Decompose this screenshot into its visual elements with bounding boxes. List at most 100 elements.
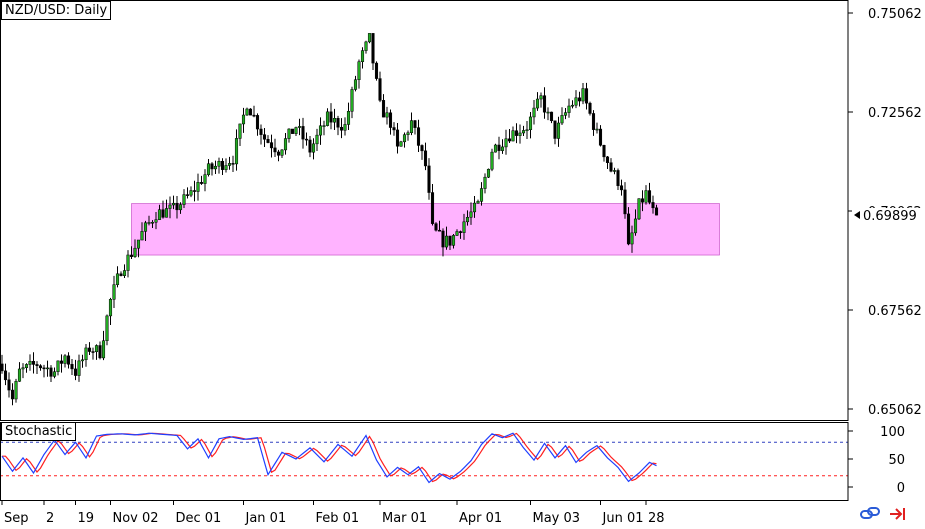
candle-body — [472, 202, 477, 213]
candle-body — [255, 115, 260, 130]
support-zone — [131, 203, 720, 256]
candle-body — [444, 235, 449, 248]
candle-body — [339, 126, 344, 131]
candle-body — [570, 104, 575, 107]
candle-body — [287, 128, 291, 139]
candle-body — [542, 95, 547, 113]
candle-body — [616, 170, 620, 186]
candle-body — [220, 160, 225, 170]
candle-body — [140, 231, 144, 241]
candle-body — [486, 168, 491, 178]
time-axis-label: Jan 01 — [245, 511, 287, 525]
candle-body — [91, 351, 95, 353]
candle-body — [304, 138, 309, 141]
candle-body — [157, 209, 162, 220]
candle-body — [336, 118, 340, 128]
candle-body — [430, 192, 435, 224]
candle-body — [108, 299, 113, 317]
candle-body — [199, 182, 204, 184]
stochastic-series — [0, 432, 848, 484]
candle-body — [451, 235, 456, 246]
candle-body — [462, 221, 466, 233]
price-axis-label: 0.67562 — [868, 304, 922, 319]
candle-body — [437, 229, 442, 232]
current-price-tag: 0.69899 — [852, 208, 924, 225]
candle-body — [584, 88, 589, 104]
price-axis-label: 0.65062 — [868, 403, 922, 418]
candle-body — [311, 143, 316, 153]
candle-body — [465, 217, 470, 223]
candle-body — [630, 232, 634, 245]
candle-body — [605, 156, 610, 163]
candle-body — [560, 115, 564, 124]
candle-body — [248, 108, 253, 116]
stoch-main-line — [1, 432, 657, 484]
candle-body — [500, 146, 505, 151]
candle-body — [497, 144, 501, 151]
candle-body — [210, 163, 214, 170]
arrow-to-end-icon[interactable] — [890, 508, 905, 520]
candle-body — [49, 367, 53, 377]
candle-body — [434, 223, 438, 231]
candle-body — [161, 209, 165, 218]
candle-body — [10, 389, 15, 400]
candle-body — [17, 368, 22, 382]
candle-body — [45, 367, 50, 370]
candle-body — [448, 235, 452, 246]
time-axis-label: Feb 01 — [316, 511, 360, 525]
candle-body — [346, 111, 351, 125]
candle-body — [441, 230, 445, 248]
candle-body — [56, 360, 60, 372]
candle-body — [367, 33, 372, 43]
candle-body — [3, 370, 8, 381]
candle-body — [119, 273, 123, 276]
candle-body — [238, 123, 242, 139]
candle-body — [122, 270, 127, 276]
candle-body — [227, 163, 232, 166]
candle-body — [66, 355, 71, 365]
candle-body — [308, 139, 312, 153]
candle-body — [395, 129, 400, 147]
candle-body — [556, 122, 561, 139]
candle-body — [28, 360, 32, 365]
chain-link-icon[interactable] — [860, 507, 880, 519]
candle-body — [0, 363, 4, 372]
candle-body — [514, 130, 519, 136]
candle-body — [598, 128, 603, 146]
candle-body — [591, 113, 596, 130]
candle-body — [329, 111, 333, 123]
candle-body — [213, 165, 218, 170]
candle-body — [276, 151, 281, 156]
candle-body — [178, 204, 183, 211]
time-axis-label: Nov 02 — [113, 511, 159, 525]
candle-body — [129, 254, 134, 257]
candle-body — [325, 111, 330, 126]
candle-body — [154, 219, 158, 223]
candle-body — [115, 273, 120, 285]
candle-body — [469, 211, 473, 218]
stoch-pane-border — [0, 422, 849, 501]
candle-body — [234, 138, 239, 165]
candle-body — [521, 130, 526, 134]
candle-body — [378, 78, 382, 101]
candle-body — [350, 89, 354, 112]
candle-body — [52, 371, 57, 377]
candle-body — [297, 126, 302, 128]
indicator-title: Stochastic — [5, 424, 73, 439]
candle-body — [619, 185, 624, 191]
candle-body — [87, 347, 92, 352]
candle-body — [388, 112, 393, 128]
candlestick-series — [0, 33, 659, 406]
candle-body — [318, 125, 323, 136]
time-axis-label: 19 — [78, 511, 95, 525]
candle-body — [266, 139, 270, 143]
candle-body — [322, 125, 326, 127]
candle-body — [651, 202, 655, 209]
candle-body — [644, 190, 648, 203]
candle-body — [479, 188, 484, 202]
candle-body — [455, 231, 459, 236]
stoch-axis-label: 0 — [897, 481, 905, 496]
candle-body — [105, 315, 109, 341]
